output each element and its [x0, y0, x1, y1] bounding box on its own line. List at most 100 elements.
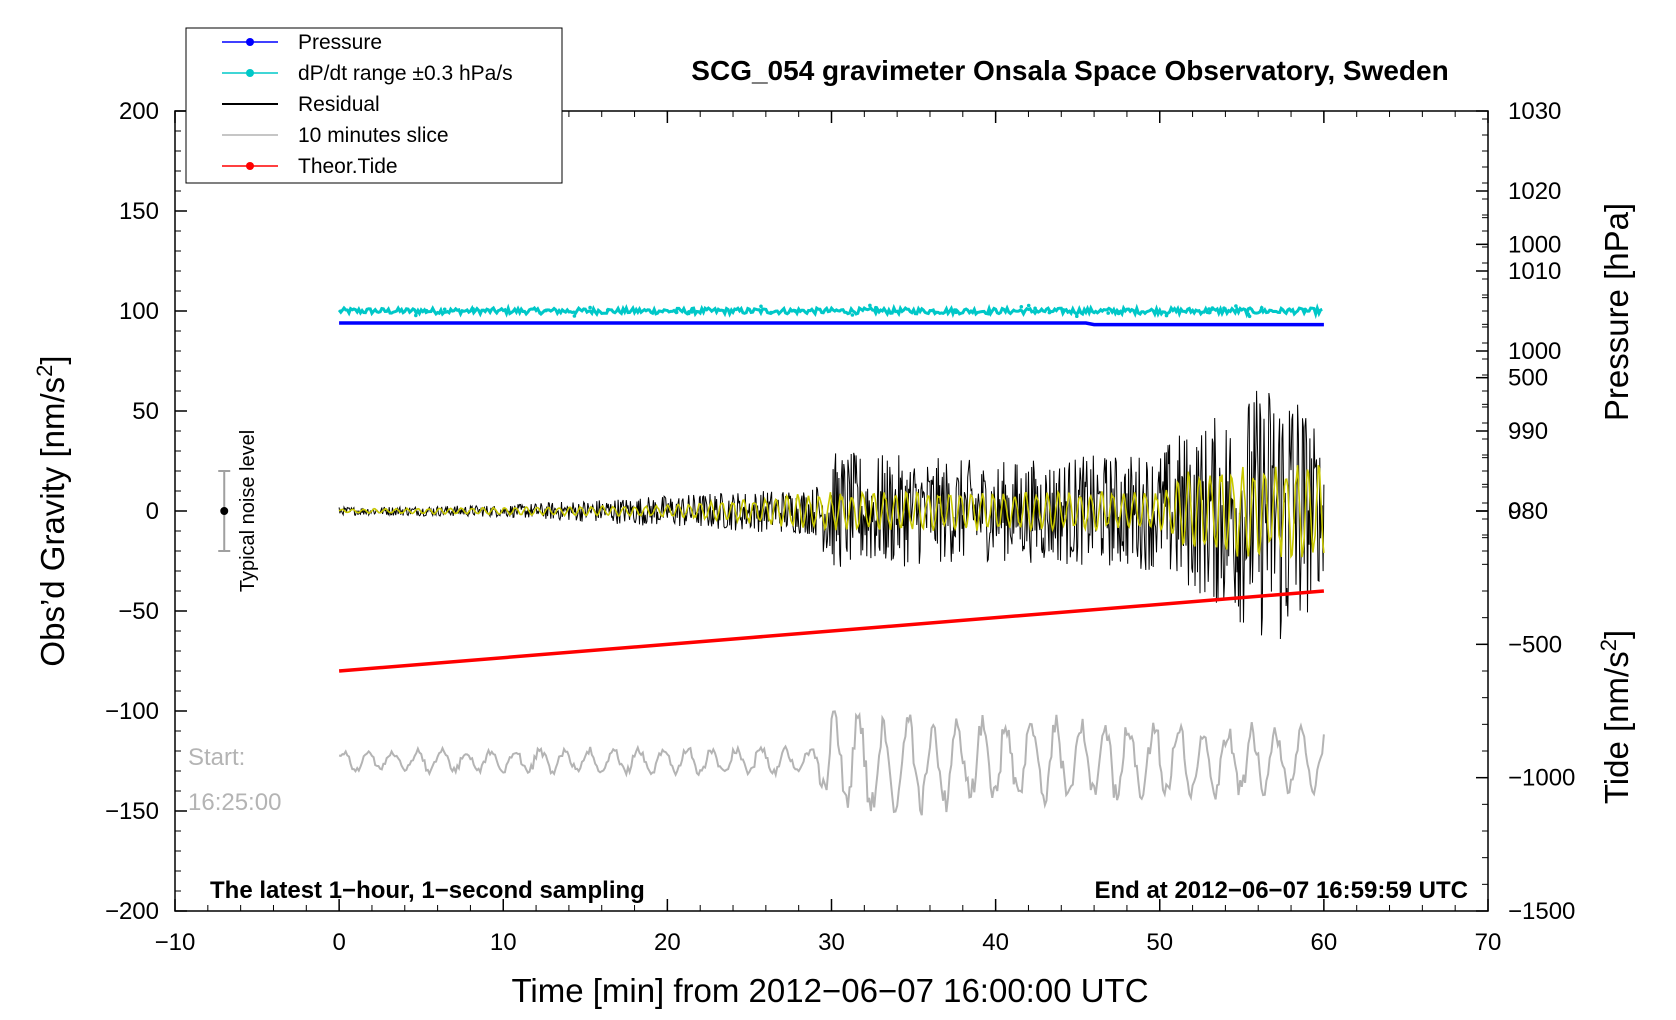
legend-box: [185, 27, 563, 184]
y-tick-label: −50: [118, 598, 159, 625]
series-pressure: [339, 321, 1324, 327]
dpdt-dot: [1207, 307, 1211, 311]
x-tick-label: 60: [1311, 929, 1338, 956]
dpdt-dot: [442, 307, 447, 312]
tide-tick-label: −1000: [1508, 765, 1575, 792]
dpdt-dot: [538, 311, 542, 315]
y-tick-label: −150: [105, 798, 159, 825]
x-tick-label: −10: [155, 929, 196, 956]
dpdt-dot: [759, 304, 763, 309]
dpdt-dot: [874, 305, 878, 310]
legend: Pressure dP/dt range ±0.3 hPa/s Residual 10…: [185, 27, 563, 184]
dpdt-dot: [1208, 310, 1212, 315]
chart-title: SCG_054 gravimeter Onsala Space Observat…: [691, 55, 1448, 86]
y-axis-left-title: Obs’d Gravity [nm/s2]: [32, 355, 71, 666]
legend-label: Residual: [298, 93, 380, 116]
y-tick-label: 0: [146, 498, 159, 525]
dpdt-dot: [1061, 308, 1066, 312]
y-tick-label: 50: [132, 398, 159, 425]
legend-label: dP/dt range ±0.3 hPa/s: [298, 62, 513, 85]
dpdt-dot: [471, 307, 475, 311]
start-time: 16:25:00: [188, 789, 281, 816]
noise-bar-center: [220, 507, 229, 515]
legend-marker: [246, 38, 254, 46]
pressure-tick-label: 1030: [1508, 98, 1561, 125]
latest-sampling-note: The latest 1−hour, 1−second sampling: [210, 877, 645, 904]
pressure-tick-label: 980: [1508, 498, 1548, 525]
dpdt-dot: [544, 308, 548, 313]
dpdt-dot: [1019, 305, 1024, 309]
dpdt-dot: [674, 310, 679, 315]
pressure-tick-label: 1020: [1508, 178, 1561, 205]
dpdt-dot: [932, 310, 936, 314]
data-series: [337, 303, 1325, 816]
x-tick-label: 50: [1146, 929, 1173, 956]
y-tick-label: −100: [105, 698, 159, 725]
legend-label: Theor.Tide: [298, 155, 398, 178]
dpdt-dot: [686, 311, 691, 316]
dpdt-dot: [1075, 314, 1079, 319]
dpdt-dot: [987, 311, 991, 316]
dpdt-dot: [588, 305, 592, 310]
noise-label: Typical noise level: [237, 430, 259, 592]
start-label: Start:: [188, 744, 245, 771]
noise-level-marker: Typical noise level: [218, 430, 259, 592]
x-tick-label: 0: [332, 929, 345, 956]
tide-tick-label: 500: [1508, 365, 1548, 392]
dpdt-dot: [1164, 313, 1169, 318]
series-residual-filtered: [338, 464, 1325, 559]
dpdt-dot: [1287, 307, 1291, 312]
dpdt-dot: [424, 308, 429, 313]
x-tick-label: 40: [982, 929, 1009, 956]
dpdt-dot: [769, 310, 773, 315]
pressure-tick-label: 1000: [1508, 338, 1561, 365]
dpdt-dot: [1033, 306, 1037, 311]
dpdt-dot: [1116, 311, 1121, 316]
dpdt-dot: [868, 303, 872, 308]
legend-label: Pressure: [298, 31, 382, 54]
y-tick-label: 150: [119, 198, 159, 225]
tide-tick-label: 0: [1508, 498, 1521, 525]
dpdt-dot: [605, 308, 610, 312]
dpdt-dot: [1259, 306, 1264, 310]
y-tick-label: −200: [105, 898, 159, 925]
dpdt-dot: [1026, 303, 1031, 308]
dpdt-dot: [690, 310, 694, 314]
dpdt-dot: [1222, 306, 1226, 311]
axis-ticks: −10 0 10 20 30 40 50 60 70200150100500−50−100−15…: [105, 98, 1575, 956]
tide-tick-label: 1000: [1508, 231, 1561, 258]
dpdt-dot: [414, 313, 418, 318]
dpdt-dot: [1047, 310, 1052, 315]
x-tick-label: 10: [490, 929, 517, 956]
series-theor-tide: [338, 589, 1325, 673]
pressure-tick-label: 1010: [1508, 258, 1561, 285]
dpdt-dot: [793, 309, 797, 313]
x-tick-label: 20: [654, 929, 681, 956]
series-10min-slice: [338, 710, 1325, 816]
dpdt-dot: [1303, 307, 1307, 312]
dpdt-dot: [1210, 306, 1215, 310]
y-axis-pressure-title: Pressure [hPa]: [1598, 203, 1635, 421]
y-tick-label: 200: [119, 98, 159, 125]
end-time-note: End at 2012−06−07 16:59:59 UTC: [1094, 877, 1468, 904]
dpdt-dot: [850, 313, 855, 317]
legend-label: 10 minutes slice: [298, 124, 449, 147]
tide-tick-label: −1500: [1508, 898, 1575, 925]
y-axis-tide-title: Tide [nm/s2]: [1596, 630, 1635, 804]
legend-items: Pressure dP/dt range ±0.3 hPa/s Residual 10…: [222, 31, 513, 178]
dpdt-dot: [954, 310, 958, 315]
dpdt-dot: [1106, 311, 1110, 315]
pressure-tick-label: 990: [1508, 418, 1548, 445]
x-tick-label: 30: [818, 929, 845, 956]
x-tick-label: 70: [1475, 929, 1502, 956]
dpdt-dot: [1234, 304, 1238, 308]
y-tick-label: 100: [119, 298, 159, 325]
dpdt-dot: [1246, 312, 1251, 317]
x-axis-title: Time [min] from 2012−06−07 16:00:00 UTC: [511, 972, 1148, 1009]
legend-marker: [246, 162, 254, 170]
series-dpdt: [337, 303, 1323, 320]
legend-marker: [246, 69, 254, 77]
dpdt-dot: [572, 314, 577, 318]
tide-tick-label: −500: [1508, 631, 1562, 658]
